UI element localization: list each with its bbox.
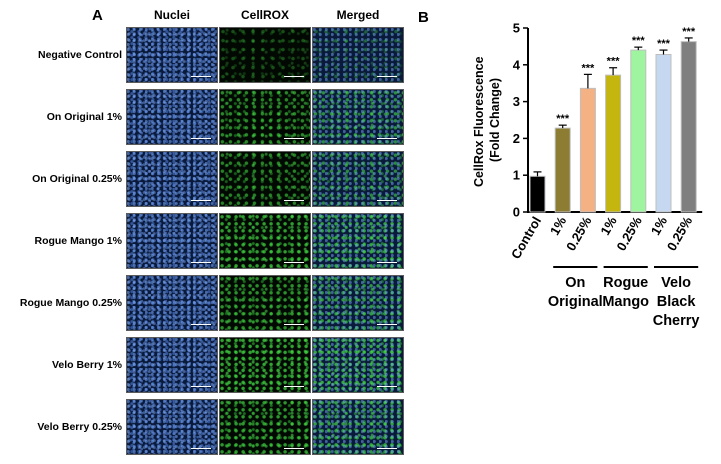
- y-tick-label: 1: [513, 168, 520, 183]
- group-label: Black: [657, 294, 697, 310]
- scale-bar: [284, 200, 304, 201]
- scale-bar: [377, 324, 397, 325]
- x-tick-label: 0.25%: [563, 214, 595, 254]
- bar: [579, 87, 596, 213]
- scale-bar: [191, 386, 211, 387]
- chart-plot-area: 0 1 2 3 4 5 Control *** 1% *** 0.25% *** 1% *** 0.25% *…: [508, 21, 703, 329]
- micrograph-cellrox: [219, 275, 311, 331]
- row-label: On Original 0.25%: [32, 173, 122, 185]
- y-tick-label: 0: [513, 205, 520, 220]
- micrograph-nuclei: [126, 275, 218, 331]
- significance-label: ***: [556, 113, 570, 125]
- significance-label: ***: [607, 56, 621, 68]
- row-label: Rogue Mango 0.25%: [19, 297, 122, 309]
- group-label: Cherry: [653, 313, 700, 329]
- micrograph-merged: [312, 213, 404, 269]
- significance-label: ***: [632, 35, 646, 47]
- micrograph-nuclei: [126, 151, 218, 207]
- panel-b-letter: B: [418, 9, 429, 26]
- column-header-merged: Merged: [336, 8, 380, 22]
- scale-bar: [284, 448, 304, 449]
- scale-bar: [191, 448, 211, 449]
- y-axis-label-line-2: (Fold Change): [488, 78, 502, 162]
- group-label: On: [565, 275, 585, 291]
- micrograph-merged: [312, 27, 404, 83]
- bar: [630, 49, 647, 213]
- micrograph-merged: [312, 151, 404, 207]
- x-tick-label: 1%: [547, 214, 570, 238]
- row-label: Negative Control: [37, 49, 122, 61]
- x-tick-label: 1%: [597, 214, 620, 238]
- scale-bar: [191, 200, 211, 201]
- scale-bar: [377, 262, 397, 263]
- micrograph-cellrox: [219, 151, 311, 207]
- micrograph-merged: [312, 399, 404, 455]
- row-label: Velo Berry 0.25%: [37, 421, 122, 433]
- scale-bar: [284, 76, 304, 77]
- x-tick-label: 0.25%: [613, 214, 645, 254]
- column-header-nuclei: Nuclei: [153, 8, 190, 22]
- panel-a-letter: A: [92, 7, 103, 24]
- y-tick-label: 3: [513, 94, 520, 109]
- micrograph-nuclei: [126, 337, 218, 393]
- micrograph-merged: [312, 89, 404, 145]
- y-tick-label: 4: [513, 57, 521, 72]
- row-label: On Original 1%: [46, 111, 122, 123]
- micrograph-nuclei: [126, 213, 218, 269]
- micrograph-merged: [312, 275, 404, 331]
- scale-bar: [191, 324, 211, 325]
- micrograph-cellrox: [219, 27, 311, 83]
- scale-bar: [284, 386, 304, 387]
- micrograph-nuclei: [126, 399, 218, 455]
- scale-bar: [284, 324, 304, 325]
- group-label: Mango: [602, 294, 649, 310]
- micrograph-nuclei: [126, 27, 218, 83]
- bar: [554, 127, 571, 213]
- y-tick-label: 2: [513, 131, 520, 146]
- micrograph-cellrox: [219, 337, 311, 393]
- significance-label: ***: [682, 26, 696, 38]
- x-tick-label: 0.25%: [664, 214, 696, 254]
- y-axis-label-line-1: CellRox Fluorescence: [472, 56, 486, 187]
- scale-bar: [191, 76, 211, 77]
- micrograph-cellrox: [219, 213, 311, 269]
- group-label: Velo: [661, 275, 691, 291]
- bar: [529, 175, 546, 213]
- bar: [605, 74, 622, 213]
- scale-bar: [191, 262, 211, 263]
- y-tick-label: 5: [513, 21, 520, 36]
- x-tick-label: Control: [508, 214, 544, 262]
- scale-bar: [284, 262, 304, 263]
- scale-bar: [377, 386, 397, 387]
- bar: [680, 41, 697, 213]
- scale-bar: [284, 138, 304, 139]
- bar: [655, 53, 672, 213]
- scale-bar: [377, 76, 397, 77]
- group-label: Rogue: [603, 275, 648, 291]
- significance-label: ***: [657, 38, 671, 50]
- micrograph-cellrox: [219, 89, 311, 145]
- group-label: Original: [548, 294, 603, 310]
- micrograph-nuclei: [126, 89, 218, 145]
- scale-bar: [377, 200, 397, 201]
- y-axis-label: CellRox Fluorescence (Fold Change): [472, 53, 502, 187]
- column-header-cellrox: CellROX: [240, 8, 289, 22]
- row-label: Rogue Mango 1%: [34, 235, 122, 247]
- scale-bar: [377, 448, 397, 449]
- row-label: Velo Berry 1%: [51, 359, 122, 371]
- x-tick-label: 1%: [648, 214, 671, 238]
- micrograph-merged: [312, 337, 404, 393]
- scale-bar: [377, 138, 397, 139]
- micrograph-cellrox: [219, 399, 311, 455]
- significance-label: ***: [581, 62, 595, 74]
- scale-bar: [191, 138, 211, 139]
